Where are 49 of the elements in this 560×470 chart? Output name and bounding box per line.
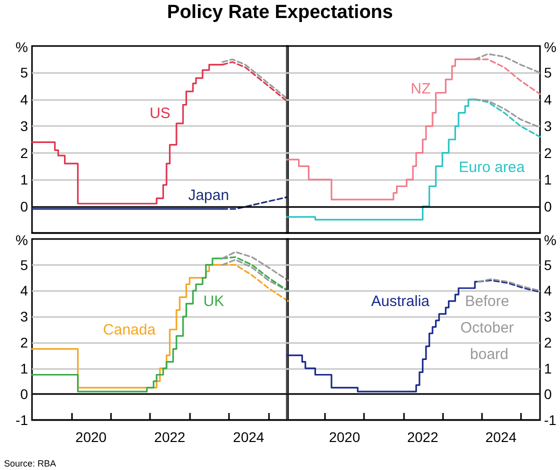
x-tick-label: 2022 <box>154 429 186 445</box>
y-tick-label: 4 <box>544 282 552 299</box>
x-tick-label: 2024 <box>233 429 264 445</box>
y-tick-label: 5 <box>20 64 28 81</box>
y-tick-label: 0 <box>20 198 28 214</box>
y-tick-label: 3 <box>544 118 552 134</box>
y-tick-label: 5 <box>544 256 552 273</box>
series-label: Euro area <box>458 159 526 176</box>
x-tick-label: 2020 <box>75 429 107 445</box>
y-tick-label: 0 <box>20 386 28 402</box>
y-tick-label: 1 <box>544 360 552 376</box>
line-series <box>222 251 289 282</box>
y-tick-label: 2 <box>544 144 552 161</box>
source-note: Source: RBA <box>4 458 56 468</box>
y-tick-label: -1 <box>544 412 557 428</box>
series-label: NZ <box>410 80 431 98</box>
y-tick-label: 1 <box>544 172 552 188</box>
line-series <box>474 53 541 74</box>
y-tick-label: 2 <box>20 144 28 161</box>
y-tick-label: 4 <box>20 282 28 299</box>
y-axis-title: % <box>16 39 28 55</box>
y-tick-label: 2 <box>544 334 552 350</box>
series-label: Before October board <box>460 293 518 363</box>
x-tick-label: 2022 <box>407 429 438 445</box>
y-axis-title: % <box>544 39 556 55</box>
series-label: Canada <box>103 321 156 338</box>
y-tick-label: 0 <box>544 198 552 214</box>
y-tick-label: 1 <box>20 360 28 376</box>
y-axis-title: % <box>16 232 28 248</box>
y-tick-label: 5 <box>20 256 28 273</box>
series-label: Australia <box>371 293 430 310</box>
y-tick-label: 4 <box>544 91 552 108</box>
y-tick-label: 3 <box>544 308 552 325</box>
chart-title: Policy Rate Expectations <box>166 2 394 24</box>
y-tick-label: 3 <box>20 308 28 325</box>
series-label: US <box>150 104 170 122</box>
y-tick-label: 0 <box>544 386 552 402</box>
x-tick-label: 2020 <box>328 429 360 445</box>
y-axis-title: % <box>544 232 556 248</box>
y-tick-label: -1 <box>16 412 28 428</box>
y-tick-label: 4 <box>20 91 28 108</box>
y-tick-label: 1 <box>20 172 28 188</box>
y-tick-label: 5 <box>544 64 552 81</box>
line-series <box>474 98 541 128</box>
series-label: UK <box>203 293 224 310</box>
series-label: Japan <box>188 187 230 204</box>
x-tick-label: 2024 <box>485 429 517 445</box>
y-tick-label: 3 <box>20 118 28 134</box>
y-tick-label: 2 <box>20 334 28 350</box>
